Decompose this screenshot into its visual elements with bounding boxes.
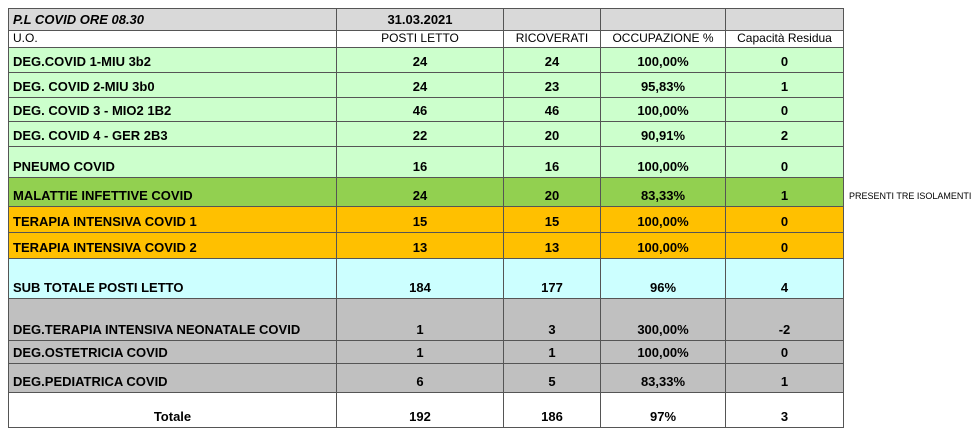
table-cell: 0 [725,97,844,122]
table-row: MALATTIE INFETTIVE COVID 24 20 83,33% 1 [8,177,844,207]
table-cell: 0 [725,232,844,259]
table-cell: TERAPIA INTENSIVA COVID 2 [8,232,337,259]
table-cell: Capacità Residua [725,30,844,48]
table-cell: 184 [336,258,504,299]
table-row: DEG. COVID 2-MIU 3b0 24 23 95,83% 1 [8,72,844,98]
table-row: TERAPIA INTENSIVA COVID 1 15 15 100,00% 0 [8,206,844,233]
table-cell: DEG.COVID 1-MIU 3b2 [8,47,337,73]
table-cell: 90,91% [600,121,726,147]
table-cell: 1 [725,177,844,207]
table-cell: 83,33% [600,177,726,207]
table-cell: 100,00% [600,232,726,259]
covid-bed-table: P.L COVID ORE 08.30 31.03.2021 U.O. POSTI L… [8,8,844,428]
table-row: DEG. COVID 4 - GER 2B3 22 20 90,91% 2 [8,121,844,147]
table-cell: 20 [503,177,601,207]
table-cell: 13 [336,232,504,259]
table-cell: 5 [503,363,601,393]
table-cell: 3 [725,392,844,428]
table-cell: 23 [503,72,601,98]
table-cell: SUB TOTALE POSTI LETTO [8,258,337,299]
table-cell: 15 [503,206,601,233]
table-cell: 177 [503,258,601,299]
table-cell: DEG. COVID 4 - GER 2B3 [8,121,337,147]
table-row: P.L COVID ORE 08.30 31.03.2021 [8,8,844,31]
table-cell [503,8,601,31]
table-cell: 1 [336,340,504,364]
table-cell: 16 [503,146,601,178]
table-cell: 2 [725,121,844,147]
table-cell: 20 [503,121,601,147]
table-cell: 100,00% [600,146,726,178]
table-cell: 24 [336,47,504,73]
table-cell: Totale [8,392,337,428]
table-cell: 15 [336,206,504,233]
table-cell: DEG.TERAPIA INTENSIVA NEONATALE COVID [8,298,337,341]
table-cell: 31.03.2021 [336,8,504,31]
table-cell: 100,00% [600,206,726,233]
table-row: DEG.OSTETRICIA COVID 1 1 100,00% 0 [8,340,844,364]
table-row: DEG.PEDIATRICA COVID 6 5 83,33% 1 [8,363,844,393]
table-cell: -2 [725,298,844,341]
table-cell: 24 [336,177,504,207]
table-cell: 46 [336,97,504,122]
table-cell: POSTI LETTO [336,30,504,48]
table-cell: 1 [503,340,601,364]
table-cell: 1 [336,298,504,341]
table-cell: 0 [725,206,844,233]
table-row: DEG. COVID 3 - MIO2 1B2 46 46 100,00% 0 [8,97,844,122]
table-cell: 4 [725,258,844,299]
table-cell: 95,83% [600,72,726,98]
table-cell: DEG.PEDIATRICA COVID [8,363,337,393]
table-row: SUB TOTALE POSTI LETTO 184 177 96% 4 [8,258,844,299]
table-cell: TERAPIA INTENSIVA COVID 1 [8,206,337,233]
table-cell: 24 [336,72,504,98]
table-cell: DEG. COVID 3 - MIO2 1B2 [8,97,337,122]
table-cell: 0 [725,340,844,364]
table-cell: OCCUPAZIONE % [600,30,726,48]
table-cell: 46 [503,97,601,122]
table-cell: 1 [725,72,844,98]
table-cell: 0 [725,146,844,178]
table-cell: 13 [503,232,601,259]
table-row: TERAPIA INTENSIVA COVID 2 13 13 100,00% 0 [8,232,844,259]
table-cell: P.L COVID ORE 08.30 [8,8,337,31]
table-cell: U.O. [8,30,337,48]
table-cell: 100,00% [600,97,726,122]
table-row: PNEUMO COVID 16 16 100,00% 0 [8,146,844,178]
table-cell: 186 [503,392,601,428]
table-cell: 3 [503,298,601,341]
note: PRESENTI TRE ISOLAMENTI [849,191,972,201]
table-row: Totale 192 186 97% 3 [8,392,844,428]
table-cell: 100,00% [600,47,726,73]
table-cell: PNEUMO COVID [8,146,337,178]
table-cell [725,8,844,31]
table-cell: DEG.OSTETRICIA COVID [8,340,337,364]
table-cell: 6 [336,363,504,393]
table-cell: RICOVERATI [503,30,601,48]
table-cell: 24 [503,47,601,73]
table-row: DEG.COVID 1-MIU 3b2 24 24 100,00% 0 [8,47,844,73]
table-row: DEG.TERAPIA INTENSIVA NEONATALE COVID 1 3 3… [8,298,844,341]
table-cell: 22 [336,121,504,147]
table-cell: 96% [600,258,726,299]
table-cell: 0 [725,47,844,73]
table-cell: MALATTIE INFETTIVE COVID [8,177,337,207]
table-cell: 97% [600,392,726,428]
table-cell: 1 [725,363,844,393]
table-row: U.O. POSTI LETTO RICOVERATI OCCUPAZIONE % Ca… [8,30,844,48]
table-cell: 192 [336,392,504,428]
table-cell: DEG. COVID 2-MIU 3b0 [8,72,337,98]
table-cell: 100,00% [600,340,726,364]
table-cell: 16 [336,146,504,178]
table-cell [600,8,726,31]
table-cell: 300,00% [600,298,726,341]
table-cell: 83,33% [600,363,726,393]
